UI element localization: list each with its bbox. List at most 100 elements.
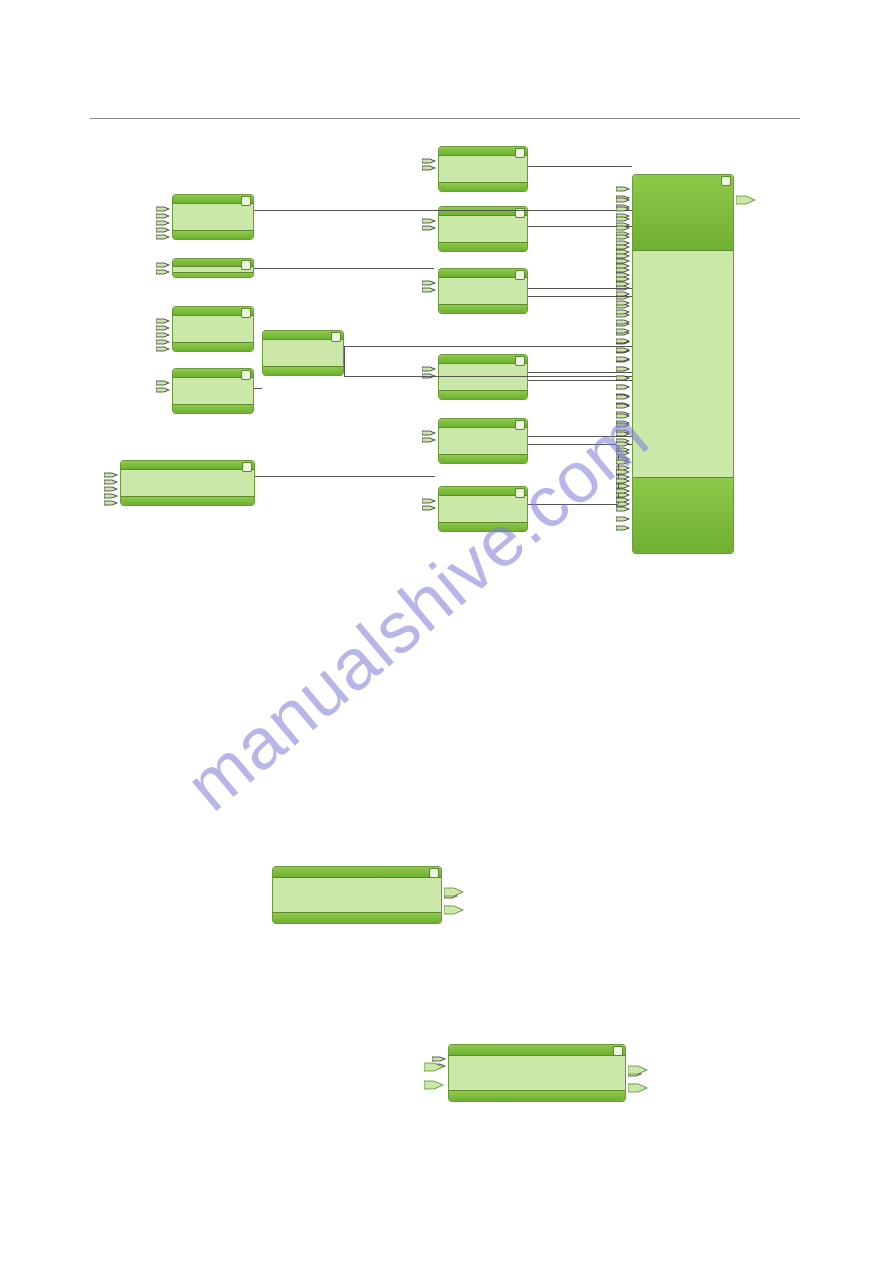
- input-pin-icon: [156, 380, 170, 386]
- input-pin-icon: [422, 437, 436, 443]
- diagram-block: [120, 460, 255, 506]
- input-pin-icon: [616, 403, 630, 409]
- input-pin-icon: [616, 244, 630, 250]
- input-pin-icon: [616, 516, 630, 522]
- input-pin-icon: [156, 387, 170, 393]
- input-pin-icon: [104, 479, 118, 485]
- output-pin-icon: [736, 192, 750, 198]
- input-pin-icon: [104, 500, 118, 506]
- input-pin-icon: [422, 280, 436, 286]
- input-pin-icon: [616, 394, 630, 400]
- output-pin-icon: [628, 1080, 642, 1086]
- input-pin-icon: [616, 197, 630, 203]
- input-pin-icon: [156, 318, 170, 324]
- wire: [344, 376, 632, 377]
- input-pin-icon: [616, 281, 630, 287]
- input-pin-icon: [616, 441, 630, 447]
- block-badge-icon: [241, 260, 251, 270]
- input-pin-icon: [616, 488, 630, 494]
- input-pin-icon: [616, 497, 630, 503]
- input-pin-icon: [104, 493, 118, 499]
- input-pin-icon: [156, 220, 170, 226]
- block-badge-icon: [613, 1046, 623, 1056]
- page: manualshive.com: [0, 0, 893, 1263]
- input-pin-icon: [104, 472, 118, 478]
- input-pin-icon: [616, 206, 630, 212]
- input-pin-icon: [616, 356, 630, 362]
- input-pin-icon: [616, 272, 630, 278]
- input-pin-icon: [616, 431, 630, 437]
- input-pin-icon: [156, 325, 170, 331]
- input-pin-icon: [422, 158, 436, 164]
- input-pin-icon: [616, 450, 630, 456]
- input-pin-icon: [156, 227, 170, 233]
- block-badge-icon: [515, 270, 525, 280]
- input-pin-icon: [616, 506, 630, 512]
- input-pin-icon: [422, 498, 436, 504]
- diagram-block: [438, 146, 528, 192]
- block-badge-icon: [515, 148, 525, 158]
- input-pin-icon: [156, 262, 170, 268]
- input-pin-icon: [424, 1080, 438, 1086]
- input-pin-icon: [616, 459, 630, 465]
- input-pin-icon: [616, 291, 630, 297]
- block-badge-icon: [515, 356, 525, 366]
- input-pin-icon: [616, 225, 630, 231]
- diagram-block: [448, 1044, 626, 1102]
- input-pin-icon: [156, 213, 170, 219]
- input-pin-icon: [616, 319, 630, 325]
- input-pin-icon: [616, 300, 630, 306]
- wire: [528, 372, 632, 373]
- input-pin-icon: [616, 253, 630, 259]
- input-pin-icon: [156, 234, 170, 240]
- input-pin-icon: [616, 384, 630, 390]
- block-badge-icon: [721, 176, 731, 186]
- input-pin-icon: [156, 269, 170, 275]
- input-pin-icon: [616, 366, 630, 372]
- input-pin-icon: [616, 422, 630, 428]
- diagram-block: [438, 418, 528, 464]
- diagram-block: [262, 330, 344, 376]
- input-pin-icon: [616, 338, 630, 344]
- diagram-block: [172, 194, 254, 240]
- diagram-block: [438, 268, 528, 314]
- wire: [254, 268, 434, 269]
- input-pin-icon: [424, 1062, 438, 1068]
- diagram-block: [172, 306, 254, 352]
- block-badge-icon: [515, 420, 525, 430]
- block-badge-icon: [515, 488, 525, 498]
- diagram-block: [172, 368, 254, 414]
- input-pin-icon: [616, 328, 630, 334]
- block-badge-icon: [429, 868, 439, 878]
- input-pin-icon: [422, 287, 436, 293]
- input-pin-icon: [422, 366, 436, 372]
- diagram-block: [438, 206, 528, 252]
- input-pin-icon: [422, 505, 436, 511]
- input-pin-icon: [156, 346, 170, 352]
- diagram-block: [632, 174, 734, 554]
- input-pin-icon: [616, 375, 630, 381]
- input-pin-icon: [156, 339, 170, 345]
- input-pin-icon: [104, 486, 118, 492]
- input-pin-icon: [616, 234, 630, 240]
- wire: [254, 388, 262, 389]
- wire: [344, 346, 345, 376]
- diagram-block: [272, 866, 442, 924]
- block-badge-icon: [242, 462, 252, 472]
- diagram-block: [438, 486, 528, 532]
- input-pin-icon: [422, 430, 436, 436]
- output-pin-icon: [628, 1062, 642, 1068]
- input-pin-icon: [616, 413, 630, 419]
- output-pin-icon: [444, 902, 458, 908]
- wire: [254, 210, 632, 211]
- input-pin-icon: [422, 165, 436, 171]
- input-pin-icon: [156, 332, 170, 338]
- input-pin-icon: [422, 218, 436, 224]
- input-pin-icon: [422, 225, 436, 231]
- wire: [528, 166, 632, 167]
- diagram-block: [172, 258, 254, 278]
- header-rule: [90, 118, 800, 119]
- input-pin-icon: [616, 478, 630, 484]
- diagram-block: [438, 354, 528, 400]
- input-pin-icon: [616, 469, 630, 475]
